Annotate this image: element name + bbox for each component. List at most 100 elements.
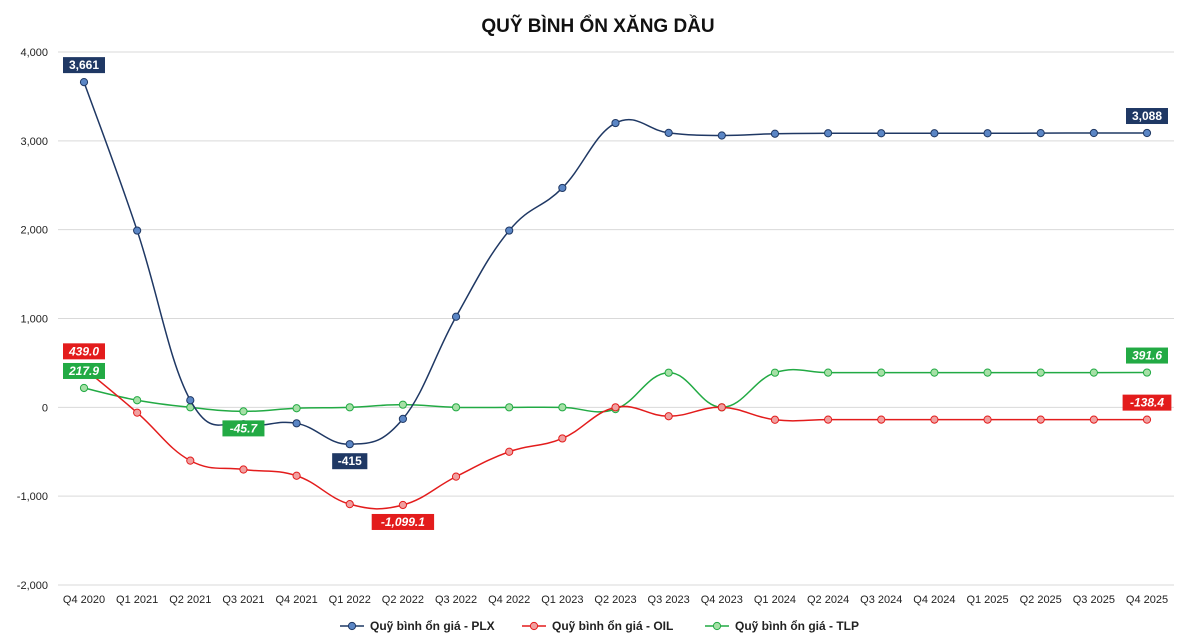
data-point xyxy=(824,129,833,138)
data-point xyxy=(505,403,514,412)
legend-item: Quỹ bình ổn giá - PLX xyxy=(340,619,495,633)
legend-marker xyxy=(529,621,539,631)
data-label: -1,099.1 xyxy=(371,513,435,530)
data-point xyxy=(451,312,461,321)
data-point xyxy=(186,396,195,405)
chart-title: QUỸ BÌNH ỔN XĂNG DẦU xyxy=(481,15,714,37)
data-label-box xyxy=(63,57,105,74)
x-tick-label: Q3 2023 xyxy=(648,594,690,606)
y-tick-label: 0 xyxy=(42,402,48,414)
data-point xyxy=(611,403,620,412)
x-tick-label: Q1 2025 xyxy=(966,594,1008,606)
legend-marker xyxy=(347,621,357,631)
data-point xyxy=(451,403,461,412)
data-label-text: 3,088 xyxy=(1132,109,1162,123)
y-axis: -2,000 -1,000 0 1,000 2,000 3,000 4,000 xyxy=(17,47,48,592)
x-tick-label: Q2 2025 xyxy=(1020,594,1062,606)
x-tick-label: Q2 2024 xyxy=(807,594,849,606)
data-point xyxy=(292,471,301,480)
data-point xyxy=(505,447,514,456)
legend-item: Quỹ bình ổn giá - TLP xyxy=(705,619,859,633)
x-axis: Q4 2020 Q1 2021 Q2 2021 Q3 2021 Q4 2021 Q1 20… xyxy=(63,594,1168,606)
data-label: 3,088 xyxy=(1126,108,1168,125)
data-point xyxy=(664,368,673,377)
x-tick-label: Q2 2022 xyxy=(382,594,424,606)
data-point xyxy=(664,412,673,421)
data-point xyxy=(717,131,726,140)
y-tick-label: -2,000 xyxy=(17,580,48,592)
data-point xyxy=(133,396,142,405)
data-point xyxy=(611,118,620,128)
data-point xyxy=(1036,129,1045,138)
data-point xyxy=(133,226,142,235)
data-point xyxy=(930,129,939,138)
data-point xyxy=(877,129,886,138)
x-tick-label: Q3 2024 xyxy=(860,594,902,606)
data-point xyxy=(398,414,407,423)
y-tick-label: 4,000 xyxy=(20,47,48,59)
data-point xyxy=(79,78,89,87)
data-point xyxy=(1036,415,1045,424)
data-label-text: 439.0 xyxy=(68,344,99,358)
data-point xyxy=(824,368,833,377)
x-tick-label: Q3 2022 xyxy=(435,594,477,606)
gridlines xyxy=(58,51,1174,586)
data-point xyxy=(664,128,673,137)
data-point xyxy=(930,415,939,424)
series-layer xyxy=(79,78,1152,510)
data-point xyxy=(292,404,301,413)
data-point xyxy=(1142,128,1152,138)
legend-label: Quỹ bình ổn giá - PLX xyxy=(370,619,495,633)
data-point xyxy=(239,465,248,474)
data-label-box xyxy=(222,420,265,437)
data-point xyxy=(824,415,833,424)
data-label-text: -138.4 xyxy=(1130,396,1164,410)
data-label-box xyxy=(371,513,435,530)
data-point xyxy=(505,226,514,235)
data-point xyxy=(345,403,354,412)
x-tick-label: Q1 2021 xyxy=(116,594,158,606)
data-labels: 3,661 -415 3,088 439.0 -1,099.1 -138.4 217.9 -4… xyxy=(63,57,1172,530)
x-tick-label: Q3 2025 xyxy=(1073,594,1115,606)
data-point xyxy=(1089,128,1098,138)
data-label-text: -415 xyxy=(338,454,362,468)
x-tick-label: Q4 2023 xyxy=(701,594,743,606)
data-point xyxy=(1142,368,1152,377)
data-label-box xyxy=(332,453,368,470)
data-label-text: 391.6 xyxy=(1132,349,1162,363)
data-label-box xyxy=(63,362,105,379)
legend-label: Quỹ bình ổn giá - TLP xyxy=(735,619,859,633)
data-point xyxy=(558,183,567,193)
data-point xyxy=(292,419,301,428)
data-point xyxy=(398,400,407,409)
x-tick-label: Q4 2025 xyxy=(1126,594,1168,606)
data-label: 391.6 xyxy=(1126,347,1168,364)
data-point xyxy=(345,500,354,509)
series-line xyxy=(83,367,1148,510)
x-tick-label: Q4 2022 xyxy=(488,594,530,606)
data-point xyxy=(770,415,780,424)
data-point xyxy=(1142,415,1152,424)
data-point xyxy=(133,408,142,417)
data-point xyxy=(983,368,992,377)
data-point xyxy=(558,403,567,412)
x-tick-label: Q1 2024 xyxy=(754,594,796,606)
x-tick-label: Q2 2021 xyxy=(169,594,211,606)
legend-label: Quỹ bình ổn giá - OIL xyxy=(552,619,673,633)
data-label: -138.4 xyxy=(1122,394,1172,411)
data-point xyxy=(558,434,567,443)
data-point xyxy=(451,472,461,481)
legend-item: Quỹ bình ổn giá - OIL xyxy=(522,619,673,633)
data-point xyxy=(770,368,780,377)
data-point xyxy=(239,407,248,416)
data-point xyxy=(877,415,886,424)
x-tick-label: Q4 2021 xyxy=(275,594,317,606)
data-point xyxy=(398,500,407,510)
data-label: 217.9 xyxy=(63,362,105,379)
x-tick-label: Q1 2022 xyxy=(329,594,371,606)
data-label: 3,661 xyxy=(63,57,105,74)
data-point xyxy=(930,368,939,377)
data-point xyxy=(79,383,89,393)
